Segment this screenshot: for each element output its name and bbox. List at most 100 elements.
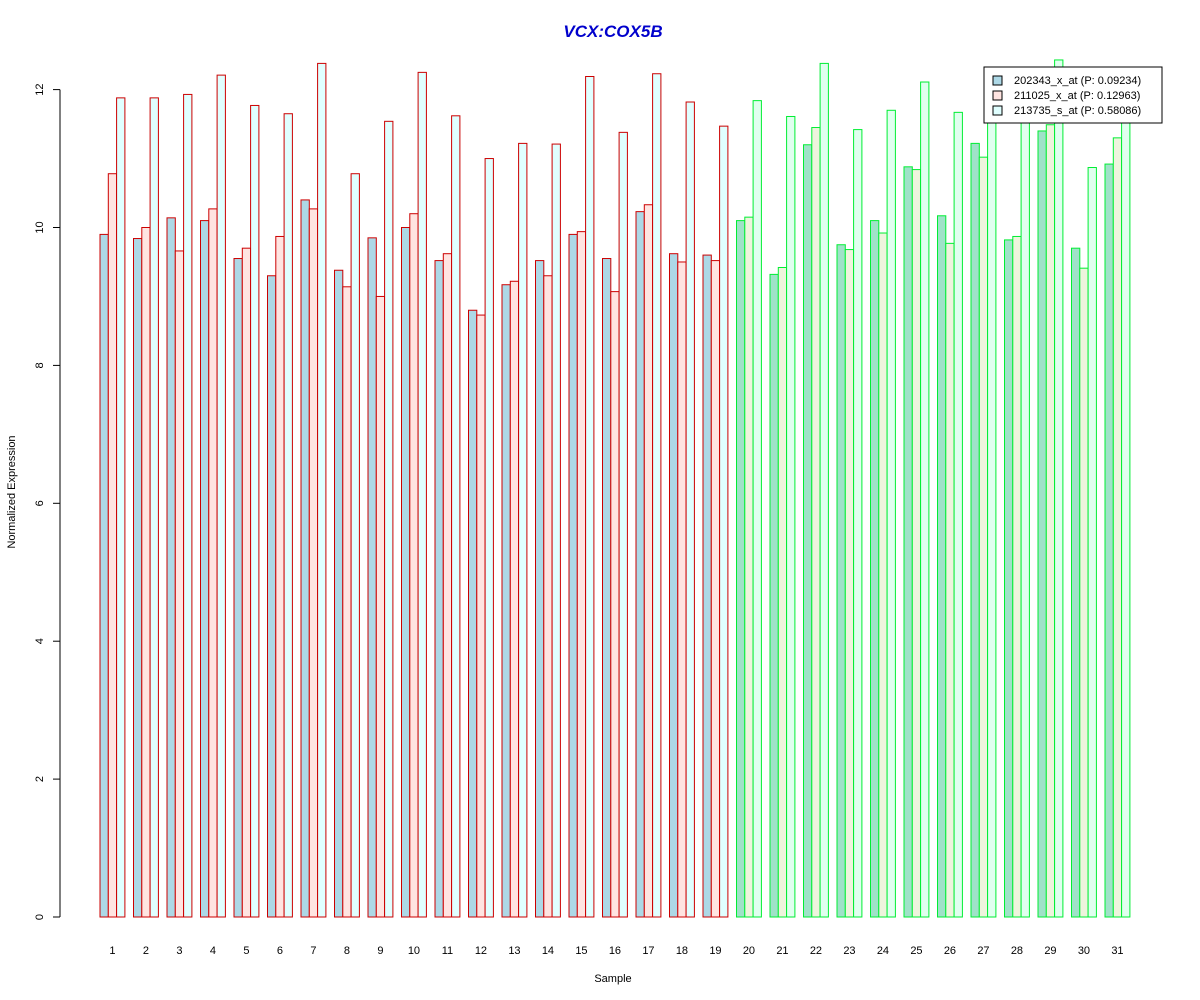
bar-sample-2-series-1 <box>133 238 143 918</box>
bar-sample-3-series-2 <box>174 250 185 918</box>
bar-sample-26-series-2 <box>945 242 955 918</box>
bar-sample-17-series-3 <box>652 73 662 918</box>
legend-entry-label: 211025_x_at (P: 0.12963) <box>1014 90 1140 102</box>
bar-sample-25-series-3 <box>920 81 930 918</box>
x-tick-label: 19 <box>709 945 721 957</box>
bar-sample-19-series-3 <box>719 125 729 918</box>
y-tick-label: 12 <box>34 83 46 95</box>
bar-sample-3-series-1 <box>166 217 176 918</box>
bar-sample-24-series-3 <box>886 109 896 918</box>
y-tick-label: 2 <box>34 776 46 782</box>
bar-sample-22-series-2 <box>811 127 821 918</box>
legend-box <box>983 66 1163 124</box>
y-axis: 0 2 4 6 8 10 12 <box>34 83 61 920</box>
bar-sample-12-series-3 <box>484 158 494 918</box>
legend-entry-label: 213735_s_at (P: 0.58086) <box>1014 105 1141 117</box>
bar-sample-15-series-1 <box>568 233 578 918</box>
bar-sample-16-series-1 <box>602 258 612 918</box>
bar-sample-9-series-1 <box>367 237 377 918</box>
x-tick-label: 9 <box>377 945 383 957</box>
bar-sample-25-series-2 <box>911 169 922 918</box>
bar-sample-19-series-2 <box>710 260 721 918</box>
bar-sample-9-series-2 <box>375 295 386 918</box>
bar-sample-20-series-1 <box>736 220 746 918</box>
x-tick-label: 1 <box>109 945 115 957</box>
bar-sample-18-series-1 <box>669 253 679 918</box>
bar-sample-28-series-2 <box>1012 235 1022 918</box>
bar-sample-29-series-2 <box>1045 124 1056 918</box>
bar-sample-30-series-2 <box>1079 267 1089 918</box>
x-tick-label: 21 <box>776 945 788 957</box>
x-tick-label: 23 <box>843 945 855 957</box>
bar-sample-18-series-2 <box>677 261 687 918</box>
x-tick-label: 13 <box>508 945 520 957</box>
bar-sample-27-series-3 <box>987 106 997 918</box>
legend-swatch <box>992 105 1003 116</box>
x-tick-label: 8 <box>344 945 350 957</box>
bar-sample-23-series-1 <box>836 244 846 918</box>
bar-sample-31-series-3 <box>1121 118 1131 918</box>
bar-sample-2-series-3 <box>149 97 159 918</box>
bar-sample-4-series-3 <box>216 74 226 918</box>
x-tick-label: 7 <box>310 945 316 957</box>
y-tick-label: 0 <box>34 914 46 920</box>
x-tick-label: 31 <box>1111 945 1123 957</box>
x-tick-label: 2 <box>143 945 149 957</box>
x-tick-label: 4 <box>210 945 216 957</box>
bar-sample-13-series-1 <box>501 284 511 918</box>
bar-sample-15-series-3 <box>585 75 595 918</box>
x-axis: 1 2 3 4 5 6 7 8 9 10 11 12 13 14 15 16 17 18 19 20 21 22 23 24 2… <box>109 945 1123 957</box>
bar-sample-12-series-1 <box>468 309 478 918</box>
bar-sample-11-series-1 <box>434 260 444 918</box>
bar-sample-15-series-2 <box>576 231 587 918</box>
bar-sample-14-series-1 <box>535 260 545 918</box>
bar-sample-17-series-2 <box>643 204 654 918</box>
bar-sample-4-series-2 <box>208 208 218 918</box>
bar-sample-3-series-3 <box>183 93 193 918</box>
bar-sample-5-series-1 <box>233 258 243 918</box>
x-tick-label: 14 <box>542 945 554 957</box>
x-tick-label: 6 <box>277 945 283 957</box>
bar-sample-31-series-1 <box>1104 163 1114 918</box>
y-axis-label: Normalized Expression <box>6 435 18 548</box>
bar-sample-7-series-1 <box>300 199 310 918</box>
bar-sample-7-series-3 <box>317 62 327 918</box>
bar-sample-10-series-2 <box>409 213 419 918</box>
bar-sample-7-series-2 <box>308 208 319 918</box>
legend: 202343_x_at (P: 0.09234) 211025_x_at (P: … <box>983 66 1163 124</box>
bar-sample-21-series-1 <box>769 273 779 918</box>
bar-sample-29-series-3 <box>1054 59 1064 918</box>
x-tick-label: 5 <box>243 945 249 957</box>
bars-layer <box>99 59 1131 918</box>
x-tick-label: 30 <box>1078 945 1090 957</box>
bar-sample-20-series-3 <box>752 100 762 918</box>
bar-sample-10-series-3 <box>417 71 427 918</box>
x-tick-label: 24 <box>877 945 889 957</box>
bar-sample-8-series-1 <box>334 269 344 918</box>
x-tick-label: 15 <box>575 945 587 957</box>
x-tick-label: 22 <box>810 945 822 957</box>
bar-sample-8-series-2 <box>342 286 352 918</box>
x-axis-label: Sample <box>594 973 631 985</box>
bar-sample-28-series-3 <box>1020 112 1030 918</box>
bar-sample-30-series-1 <box>1071 247 1081 918</box>
bar-sample-25-series-1 <box>903 166 913 918</box>
y-tick-label: 10 <box>34 221 46 233</box>
bar-sample-28-series-1 <box>1004 239 1014 918</box>
x-tick-label: 18 <box>676 945 688 957</box>
bar-sample-30-series-3 <box>1087 167 1097 918</box>
bar-sample-11-series-3 <box>451 115 461 918</box>
legend-swatch <box>992 75 1003 86</box>
x-tick-label: 16 <box>609 945 621 957</box>
bar-sample-6-series-2 <box>275 235 285 918</box>
bar-sample-1-series-2 <box>107 173 118 918</box>
x-tick-label: 26 <box>944 945 956 957</box>
bar-sample-16-series-2 <box>610 291 620 918</box>
bar-sample-31-series-2 <box>1112 137 1123 918</box>
bar-sample-23-series-3 <box>853 129 863 918</box>
bar-sample-8-series-3 <box>350 173 360 918</box>
x-tick-label: 17 <box>642 945 654 957</box>
bar-sample-27-series-2 <box>978 156 989 918</box>
x-tick-label: 29 <box>1044 945 1056 957</box>
